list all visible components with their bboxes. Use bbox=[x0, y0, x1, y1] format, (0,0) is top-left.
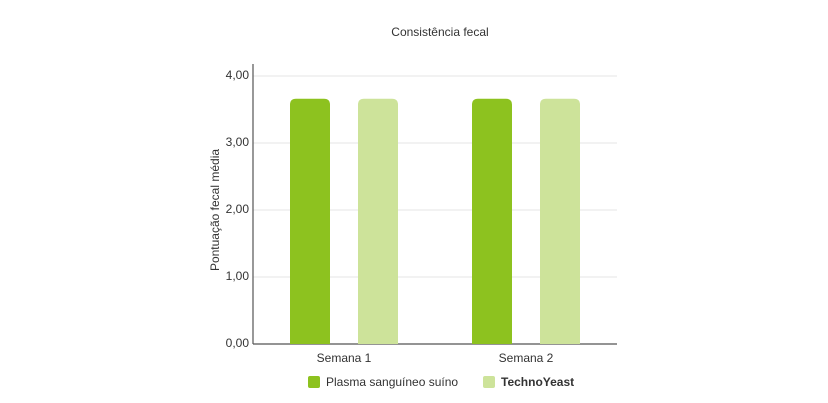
bar bbox=[472, 98, 512, 344]
y-tick-label: 1,00 bbox=[226, 269, 250, 283]
bar bbox=[540, 98, 580, 344]
legend-swatch bbox=[483, 376, 495, 388]
legend-label: TechnoYeast bbox=[501, 375, 574, 389]
y-tick-label: 4,00 bbox=[226, 68, 250, 82]
bar bbox=[290, 98, 330, 344]
y-tick-label: 0,00 bbox=[226, 336, 250, 350]
y-tick-label: 3,00 bbox=[226, 135, 250, 149]
legend-swatch bbox=[308, 376, 320, 388]
x-tick-label: Semana 1 bbox=[317, 351, 372, 365]
x-tick-label: Semana 2 bbox=[499, 351, 554, 365]
y-axis-label: Pontuação fecal média bbox=[208, 149, 222, 271]
chart-title: Consistência fecal bbox=[391, 25, 488, 39]
bar bbox=[358, 98, 398, 344]
y-tick-label: 2,00 bbox=[226, 202, 250, 216]
legend-label: Plasma sanguíneo suíno bbox=[326, 375, 458, 389]
